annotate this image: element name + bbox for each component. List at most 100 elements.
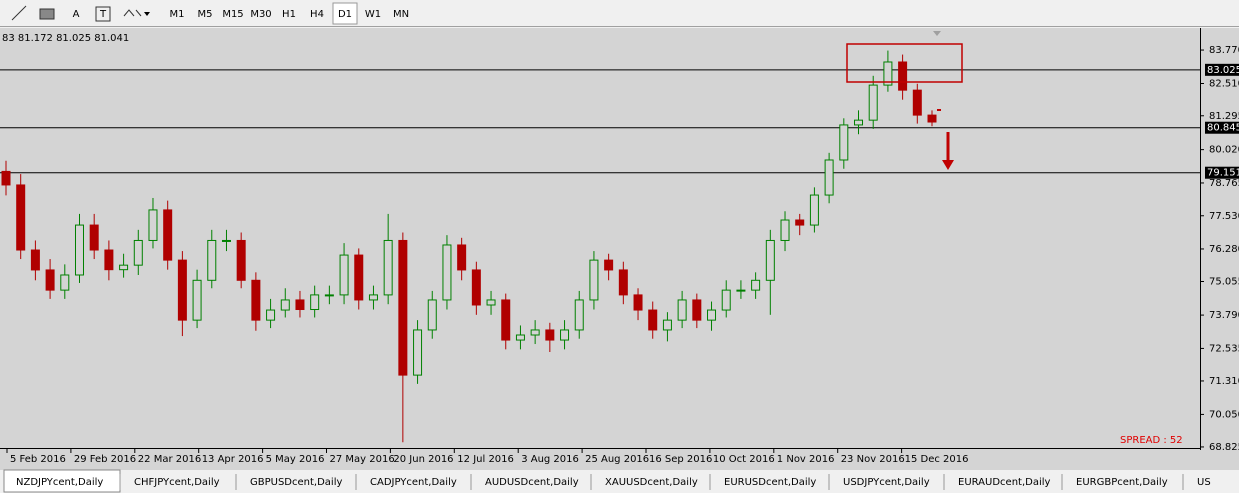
timeframe-button[interactable]: M30 — [250, 9, 271, 20]
timeframe-button[interactable]: W1 — [365, 9, 381, 20]
candle-body — [736, 289, 746, 292]
candle-body — [45, 269, 55, 291]
tab[interactable]: EURAUDcent,Daily — [958, 477, 1051, 488]
candle-body — [221, 239, 231, 242]
tab[interactable]: US — [1197, 477, 1211, 488]
timeframe-button[interactable]: M15 — [222, 9, 243, 20]
dropdown-icon[interactable] — [144, 12, 150, 16]
timeframe-button[interactable]: H1 — [282, 9, 296, 20]
x-tick-label: 15 Dec 2016 — [905, 454, 969, 465]
tab[interactable]: USDJPYcent,Daily — [843, 477, 930, 488]
candle-body — [898, 61, 908, 91]
spread-label: SPREAD : 52 — [1120, 435, 1183, 446]
candle-body — [398, 239, 408, 376]
tab[interactable]: GBPUSDcent,Daily — [250, 477, 342, 488]
candle-body — [148, 209, 158, 241]
candle-body — [1, 170, 11, 186]
timeframe-button[interactable]: M1 — [170, 9, 185, 20]
x-tick-label: 20 Jun 2016 — [393, 454, 453, 465]
y-tick-label: 72.535 — [1209, 343, 1239, 354]
x-tick-label: 25 Aug 2016 — [585, 454, 649, 465]
rectangle-tool-icon[interactable] — [39, 8, 55, 20]
price-label: 80.845 — [1207, 123, 1239, 134]
y-tick-label: 73.790 — [1209, 310, 1239, 321]
x-tick-label: 10 Oct 2016 — [713, 454, 775, 465]
tab[interactable]: CHFJPYcent,Daily — [134, 477, 220, 488]
tab[interactable]: EURUSDcent,Daily — [724, 477, 816, 488]
candle-body — [868, 84, 878, 121]
candle-body — [192, 279, 202, 321]
x-tick-label: 12 Jul 2016 — [457, 454, 514, 465]
x-tick-label: 13 Apr 2016 — [202, 454, 264, 465]
candle-body — [545, 329, 555, 341]
candle-body — [883, 61, 893, 86]
candle-body — [809, 194, 819, 226]
candle-body — [251, 279, 261, 321]
tab[interactable]: CADJPYcent,Daily — [370, 477, 457, 488]
candle-body — [707, 309, 717, 321]
candle-body — [177, 259, 187, 321]
candle-body — [89, 224, 99, 251]
y-tick-label: 80.020 — [1209, 145, 1239, 156]
x-tick-label: 27 May 2016 — [330, 454, 395, 465]
price-label-box — [1205, 121, 1239, 134]
candle-body — [280, 299, 290, 311]
y-tick-label: 81.295 — [1209, 111, 1239, 122]
candle-body — [60, 274, 70, 291]
tab[interactable]: AUDUSDcent,Daily — [485, 477, 579, 488]
candle-body — [824, 159, 834, 196]
timeframe-button[interactable]: MN — [393, 9, 409, 20]
candle-body — [560, 329, 570, 341]
down-arrow-head — [942, 160, 954, 170]
candle-body — [677, 299, 687, 321]
tab[interactable]: NZDJPYcent,Daily — [16, 477, 103, 488]
candle-body — [354, 254, 364, 301]
candle-body — [133, 239, 143, 266]
y-tick-label: 83.770 — [1209, 45, 1239, 56]
y-tick-label: 71.310 — [1209, 376, 1239, 387]
candle-body — [236, 239, 246, 281]
candle-body — [310, 294, 320, 311]
candle-body — [839, 124, 849, 161]
tab-bar — [0, 470, 1239, 493]
candle-body — [589, 259, 599, 301]
x-tick-label: 5 Feb 2016 — [10, 454, 66, 465]
tab[interactable]: EURGBPcent,Daily — [1076, 477, 1168, 488]
y-tick-label: 76.280 — [1209, 244, 1239, 255]
toolbar — [0, 0, 1239, 27]
candle-body — [530, 329, 540, 336]
candle-body — [486, 299, 496, 306]
label-tool-icon[interactable] — [95, 6, 111, 22]
tab[interactable]: XAUUSDcent,Daily — [605, 477, 698, 488]
x-tick-label: 16 Sep 2016 — [649, 454, 712, 465]
candle-body — [648, 309, 658, 331]
candle-body — [471, 269, 481, 306]
candle-body — [795, 219, 805, 226]
candle-body — [207, 239, 217, 281]
candle-body — [604, 259, 614, 271]
arrows-tool-icon[interactable] — [123, 9, 142, 17]
candle-body — [574, 299, 584, 331]
price-label-box — [1205, 63, 1239, 76]
candle-body — [383, 239, 393, 296]
candle-body — [339, 254, 349, 296]
candle-body — [16, 184, 26, 251]
candle-body — [780, 219, 790, 241]
candle-body — [104, 249, 114, 271]
candle-body — [662, 319, 672, 331]
x-tick-label: 3 Aug 2016 — [521, 454, 579, 465]
text-tool-icon[interactable]: A — [73, 9, 80, 20]
shift-marker — [933, 31, 941, 36]
label-tool-glyph: T — [99, 9, 107, 20]
candle-body — [266, 309, 276, 321]
timeframe-button[interactable]: D1 — [338, 9, 352, 20]
timeframe-button[interactable]: M5 — [198, 9, 213, 20]
line-tool-icon[interactable] — [11, 5, 27, 21]
candle-body — [427, 299, 437, 331]
timeframe-button[interactable]: H4 — [310, 9, 324, 20]
x-tick-label: 29 Feb 2016 — [74, 454, 136, 465]
candle-body — [618, 269, 628, 296]
highlight-box — [846, 43, 963, 83]
candle-body — [721, 289, 731, 311]
